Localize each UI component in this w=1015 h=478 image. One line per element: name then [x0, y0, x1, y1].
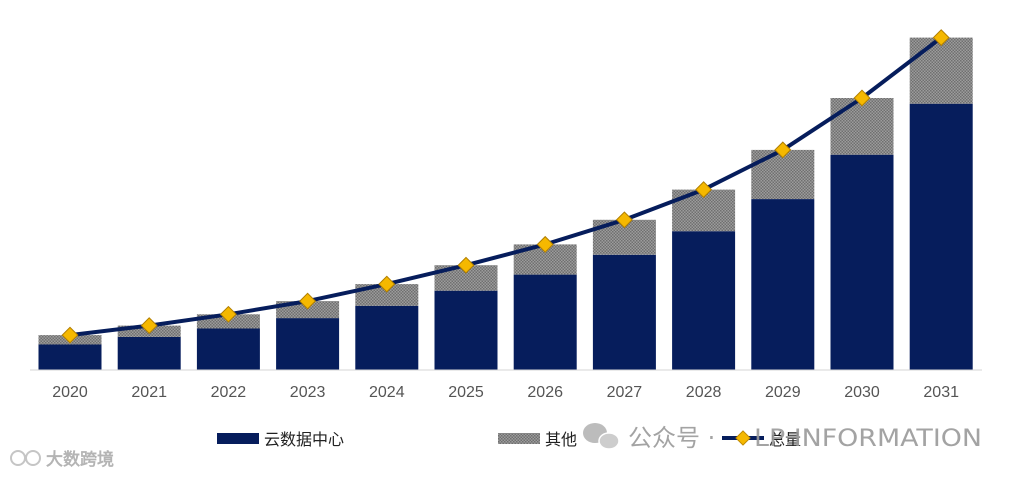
legend: 云数据中心 其他 总量 — [217, 430, 801, 449]
total-marker-2028 — [695, 181, 713, 199]
bar-other-2030 — [830, 98, 894, 155]
total-marker-2029 — [774, 141, 792, 159]
watermark-left-logo-icon — [10, 450, 41, 466]
legend-swatch-other — [498, 433, 540, 444]
legend-label-cloud: 云数据中心 — [264, 430, 344, 449]
x-tick-2020: 2020 — [52, 384, 88, 401]
total-marker-2022 — [219, 305, 237, 323]
total-line-layer — [61, 29, 950, 344]
bar-cloud-2027 — [592, 254, 656, 370]
bar-cloud-2028 — [672, 231, 736, 370]
watermark-left-text: 大数跨境 — [46, 449, 114, 470]
legend-label-total: 总量 — [769, 430, 801, 449]
bar-cloud-2023 — [276, 318, 340, 370]
total-marker-2027 — [615, 211, 633, 229]
x-tick-2023: 2023 — [290, 384, 326, 401]
bar-cloud-2031 — [909, 103, 973, 370]
bar-cloud-2030 — [830, 154, 894, 370]
total-marker-2025 — [457, 256, 475, 274]
x-tick-2025: 2025 — [448, 384, 484, 401]
total-marker-2030 — [853, 89, 871, 107]
watermark-right-text: LP INFORMATION — [754, 424, 982, 452]
total-marker-2023 — [299, 292, 317, 310]
x-tick-2029: 2029 — [765, 384, 801, 401]
watermark-right-prefix: 公众号 · — [628, 424, 715, 452]
x-tick-2021: 2021 — [131, 384, 167, 401]
bar-cloud-2025 — [434, 290, 498, 370]
x-tick-2024: 2024 — [369, 384, 405, 401]
legend-swatch-cloud — [217, 433, 259, 444]
total-marker-2020 — [61, 326, 79, 344]
x-tick-2031: 2031 — [923, 384, 959, 401]
total-line — [68, 35, 944, 338]
x-tick-2026: 2026 — [527, 384, 563, 401]
x-tick-2022: 2022 — [211, 384, 247, 401]
watermark-left: 大数跨境 — [10, 449, 114, 470]
bars-layer — [38, 37, 973, 370]
x-tick-2027: 2027 — [607, 384, 643, 401]
bar-cloud-2024 — [355, 305, 419, 370]
total-marker-2026 — [536, 235, 554, 253]
x-tick-labels: 2020 2021 2022 2023 2024 2025 2026 2027 2028 2029… — [52, 384, 959, 401]
total-marker-2031 — [932, 29, 950, 47]
bar-cloud-2022 — [196, 328, 260, 370]
bar-cloud-2021 — [117, 336, 181, 370]
legend-swatch-total-marker — [735, 430, 751, 446]
total-marker-2024 — [378, 275, 396, 293]
legend-item-other: 其他 — [498, 430, 577, 449]
legend-item-total: 总量 — [722, 430, 801, 449]
bar-cloud-2026 — [513, 274, 577, 370]
bar-cloud-2029 — [751, 199, 815, 370]
total-marker-2021 — [140, 317, 158, 335]
watermark-right: 公众号 · LP INFORMATION — [583, 423, 982, 452]
wechat-icon — [583, 423, 620, 450]
x-tick-2028: 2028 — [686, 384, 722, 401]
legend-item-cloud: 云数据中心 — [217, 430, 344, 449]
bar-other-2031 — [909, 37, 973, 104]
x-tick-2030: 2030 — [844, 384, 880, 401]
legend-label-other: 其他 — [545, 430, 577, 449]
bar-cloud-2020 — [38, 344, 102, 370]
